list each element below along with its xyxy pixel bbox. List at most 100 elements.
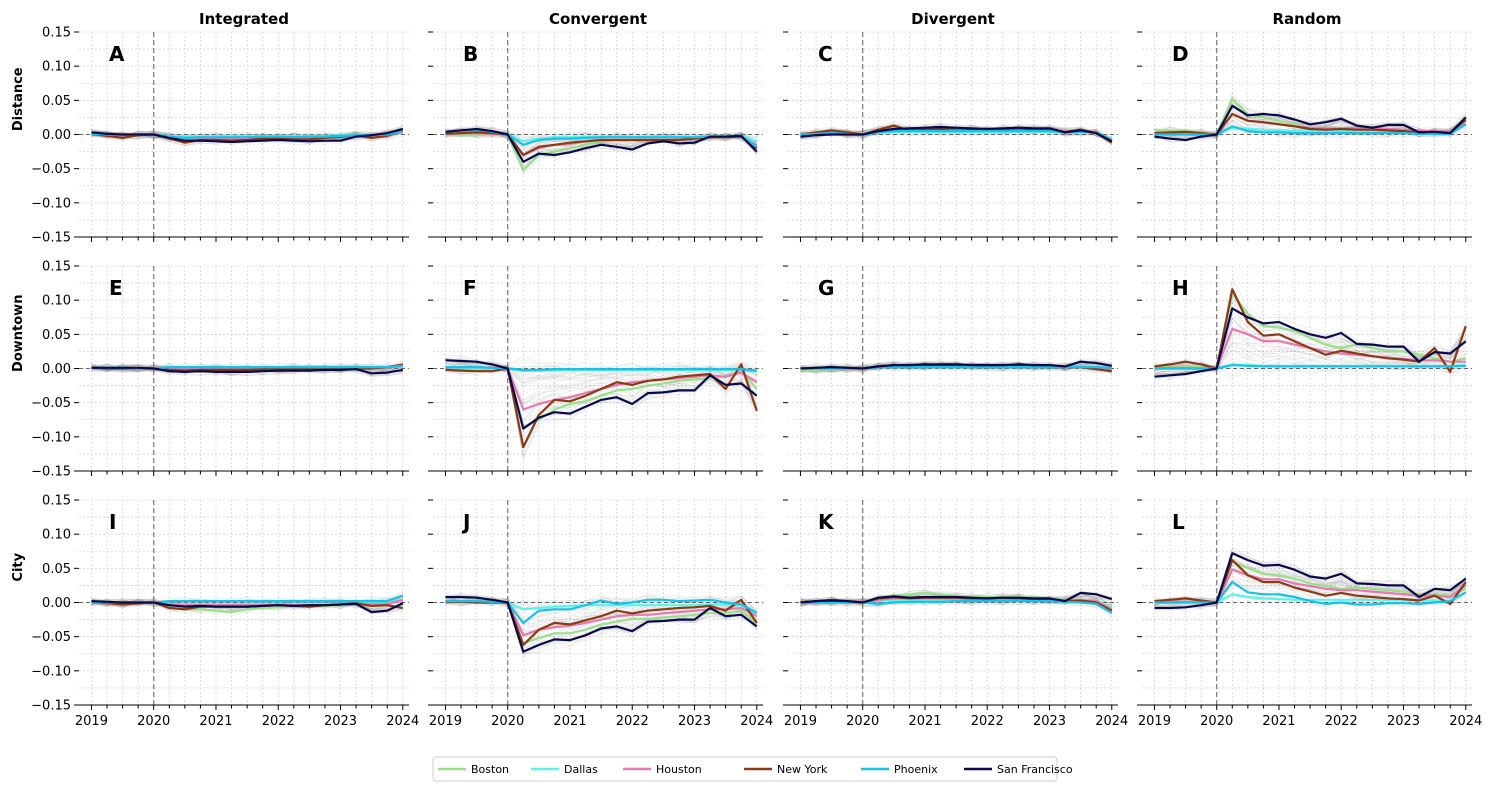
panel-j: 2019 2020 2021 2022 2023 2024 J [428, 499, 773, 729]
column-title: Divergent [911, 10, 995, 28]
x-tick-label: 2020 [1200, 714, 1233, 729]
ensemble-trace [800, 591, 1112, 607]
ensemble-trace [1154, 568, 1467, 608]
ensemble-trace [445, 369, 758, 459]
ensemble-trace [1154, 593, 1467, 611]
legend-label: San Francisco [997, 763, 1073, 776]
panel-a: −0.15 −0.10 −0.05 0.00 0.05 0.10 0.15 A [31, 26, 409, 246]
ensemble-trace [91, 595, 403, 605]
y-tick-label: −0.15 [31, 699, 71, 714]
ensemble-trace [1154, 368, 1466, 381]
panel-letter: I [109, 510, 116, 534]
x-tick-label: 2020 [137, 714, 170, 729]
y-tick-label: −0.05 [31, 396, 71, 411]
y-tick-label: −0.10 [31, 664, 71, 679]
y-tick-label: 0.05 [42, 562, 71, 577]
ensemble-trace [445, 594, 758, 627]
series-line-phoenix [445, 598, 758, 625]
ensemble-trace [1154, 290, 1467, 370]
y-tick-label: 0.00 [42, 362, 71, 377]
panel-letter: G [818, 276, 834, 300]
series-line-san-francisco [445, 595, 758, 653]
series-line-phoenix [1154, 580, 1467, 606]
legend-label: New York [777, 763, 828, 776]
x-tick-label: 2019 [429, 714, 462, 729]
x-tick-label: 2021 [553, 714, 586, 729]
series-line-san-francisco [91, 127, 404, 144]
ensemble-trace [1154, 592, 1467, 612]
x-tick-label: 2019 [784, 714, 817, 729]
ensemble-trace [445, 367, 758, 460]
ensemble-trace [445, 355, 757, 371]
panel-letter: A [109, 42, 125, 66]
panel-i: 2019 2020 2021 2022 2023 2024 −0.15 −0.10 −0.05 0… [31, 494, 419, 730]
panel-letter: C [818, 42, 833, 66]
x-tick-label: 2022 [262, 714, 295, 729]
series-line-san-francisco [445, 359, 758, 430]
panel-k: 2019 2020 2021 2022 2023 2024 K [783, 499, 1128, 729]
series-line-new-york [1154, 288, 1467, 373]
panel-letter: D [1172, 42, 1189, 66]
row-label: Downtown [11, 295, 26, 372]
ensemble-trace [800, 125, 1112, 141]
titles-layer: Integrated Convergent Divergent Random Dista… [11, 10, 1342, 582]
y-tick-label: 0.05 [42, 94, 71, 109]
series-line-new-york [445, 363, 758, 449]
legend-label: Boston [471, 763, 509, 776]
panel-letter: E [109, 276, 123, 300]
panel-h: H [1137, 265, 1472, 476]
series-line-san-francisco [800, 125, 1113, 143]
x-tick-label: 2022 [616, 714, 649, 729]
ensemble-trace [800, 592, 1112, 605]
ensemble-trace [1154, 120, 1467, 141]
ensemble-trace [1154, 291, 1467, 372]
y-tick-label: 0.10 [42, 528, 71, 543]
ensemble-trace [91, 125, 403, 142]
legend-label: Houston [656, 763, 702, 776]
panel-d: D [1137, 31, 1472, 242]
series-line-phoenix [445, 366, 757, 372]
y-tick-label: 0.10 [42, 60, 71, 75]
y-tick-label: 0.15 [42, 494, 71, 509]
x-tick-label: 2021 [1262, 714, 1295, 729]
series-line-san-francisco [91, 600, 404, 614]
ensemble-trace [445, 602, 758, 658]
y-tick-label: 0.15 [42, 26, 71, 41]
panel-c: C [783, 31, 1118, 242]
ensemble-trace [1154, 291, 1467, 369]
legend-label: Dallas [564, 763, 598, 776]
series-line-phoenix [1154, 123, 1467, 136]
x-tick-label: 2024 [1095, 714, 1128, 729]
y-tick-label: 0.00 [42, 128, 71, 143]
row-label: City [11, 552, 26, 581]
y-tick-label: 0.00 [42, 596, 71, 611]
ensemble-trace [445, 128, 758, 148]
series-line-san-francisco [445, 127, 758, 163]
series-line-phoenix [1154, 364, 1466, 370]
ensemble-trace [445, 598, 758, 655]
x-tick-label: 2023 [324, 714, 357, 729]
ensemble-trace [800, 359, 1112, 371]
x-tick-label: 2019 [75, 714, 108, 729]
series-line-san-francisco [1154, 307, 1467, 378]
y-tick-label: 0.15 [42, 260, 71, 275]
panel-letter: K [818, 510, 835, 534]
x-tick-label: 2023 [1387, 714, 1420, 729]
panel-letter: H [1172, 276, 1189, 300]
panel-letter: B [463, 42, 478, 66]
series-line-san-francisco [800, 360, 1112, 370]
x-tick-label: 2023 [678, 714, 711, 729]
y-tick-label: −0.10 [31, 430, 71, 445]
column-title: Random [1272, 10, 1341, 28]
ensemble-trace [800, 127, 1113, 142]
panel-b: B [428, 31, 763, 242]
column-title: Convergent [549, 10, 647, 28]
x-tick-label: 2021 [908, 714, 941, 729]
y-tick-label: −0.05 [31, 630, 71, 645]
x-tick-label: 2020 [846, 714, 879, 729]
series-line-san-francisco [1154, 552, 1467, 610]
row-label: Distance [11, 67, 26, 131]
x-tick-label: 2023 [1033, 714, 1066, 729]
y-tick-label: −0.15 [31, 231, 71, 246]
